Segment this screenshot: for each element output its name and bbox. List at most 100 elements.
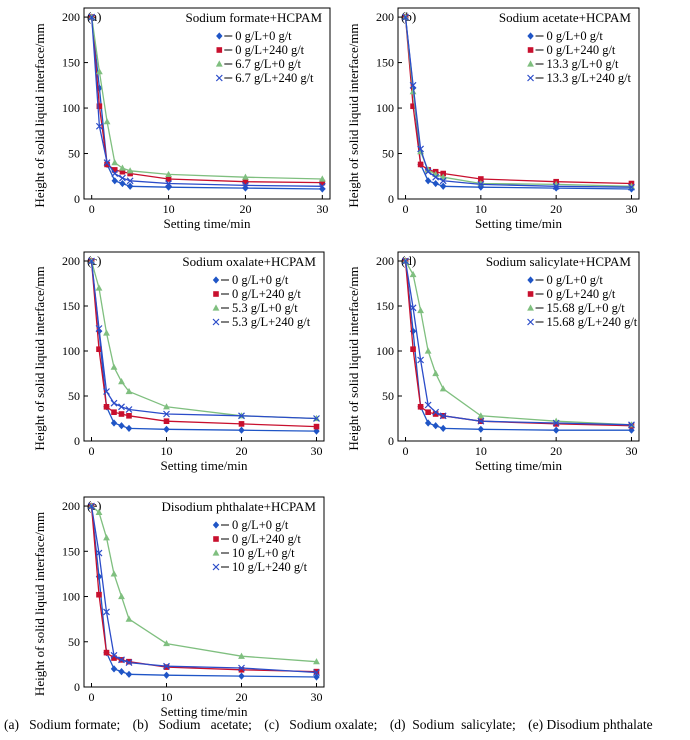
data-point	[410, 103, 416, 110]
data-point	[409, 270, 417, 278]
data-point	[439, 173, 447, 180]
legend-label: 6.7 g/L+240 g/t	[235, 71, 314, 85]
data-point	[432, 369, 440, 377]
y-tick-label: 200	[62, 254, 80, 268]
legend-label: 15.68 g/L+0 g/t	[547, 301, 626, 315]
data-point	[111, 177, 118, 185]
data-point	[125, 424, 133, 432]
data-point	[118, 656, 125, 664]
y-tick-label: 50	[68, 389, 80, 403]
data-point	[103, 159, 111, 167]
data-point	[110, 363, 118, 370]
data-point	[424, 177, 432, 185]
legend-entry: 0 g/L+0 g/t	[216, 29, 292, 43]
legend-label: 0 g/L+0 g/t	[547, 273, 604, 287]
data-point	[242, 184, 249, 192]
y-axis-label: Height of solid liquid interface/mm	[346, 266, 361, 450]
y-axis-label: Height of solid liquid interface/mm	[32, 512, 47, 696]
y-tick-label: 200	[376, 10, 394, 24]
data-point	[417, 161, 424, 168]
data-point	[439, 385, 447, 392]
legend-entry: 15.68 g/L+0 g/t	[527, 301, 625, 315]
legend-entry: 6.7 g/L+240 g/t	[215, 71, 314, 85]
legend-entry: 5.3 g/L+240 g/t	[212, 315, 311, 329]
y-tick-label: 50	[68, 635, 80, 649]
data-point	[552, 426, 560, 434]
legend-marker	[527, 32, 534, 40]
chart-title: Sodium oxalate+HCPAM	[182, 254, 316, 269]
legend-entry: 0 g/L+240 g/t	[527, 43, 616, 57]
x-tick-label: 20	[239, 202, 251, 216]
legend-label: 0 g/L+0 g/t	[232, 273, 289, 287]
legend-marker	[212, 304, 220, 311]
data-point	[118, 378, 125, 385]
data-point	[111, 170, 119, 177]
plot-frame	[83, 7, 331, 200]
legend-entry: 0 g/L+240 g/t	[527, 287, 616, 301]
data-point	[552, 419, 560, 427]
data-point	[432, 422, 439, 430]
data-point	[163, 425, 170, 433]
x-tick-label: 30	[316, 202, 328, 216]
legend-label: 5.3 g/L+0 g/t	[232, 301, 298, 315]
legend-label: 15.68 g/L+240 g/t	[547, 315, 638, 329]
data-point	[313, 658, 320, 665]
data-point	[417, 145, 425, 153]
legend-entry: 0 g/L+0 g/t	[212, 273, 289, 287]
data-point	[318, 175, 326, 182]
chart-title: Sodium salicylate+HCPAM	[486, 254, 632, 269]
data-point	[432, 179, 439, 188]
x-tick-label: 10	[475, 444, 487, 458]
data-point	[125, 406, 133, 413]
x-tick-label: 0	[403, 202, 409, 216]
panel-label: (b)	[401, 9, 416, 24]
x-tick-label: 30	[311, 444, 323, 458]
x-tick-label: 30	[625, 202, 637, 216]
y-axis-label: Height of solid liquid interface/mm	[346, 23, 361, 207]
legend-marker	[527, 47, 534, 53]
data-point	[628, 421, 635, 429]
legend-label: 0 g/L+0 g/t	[235, 29, 292, 43]
data-point	[432, 408, 440, 416]
y-axis-label: Height of solid liquid interface/mm	[32, 266, 47, 450]
x-tick-label: 20	[550, 444, 562, 458]
legend-marker	[212, 276, 220, 284]
legend-entry: 0 g/L+240 g/t	[213, 532, 301, 546]
data-point	[417, 306, 424, 314]
data-point	[119, 168, 126, 175]
x-tick-label: 0	[403, 444, 409, 458]
data-point	[126, 182, 134, 190]
legend-label: 5.3 g/L+240 g/t	[232, 315, 311, 329]
legend-marker	[212, 549, 220, 556]
legend-label: 0 g/L+0 g/t	[547, 29, 604, 43]
chart-title: Sodium acetate+HCPAM	[499, 10, 632, 25]
x-axis-label: Setting time/min	[475, 458, 563, 473]
data-point	[103, 608, 110, 616]
x-tick-label: 10	[163, 202, 175, 216]
legend-label: 13.3 g/L+0 g/t	[547, 57, 620, 71]
chart-title: Sodium formate+HCPAM	[186, 10, 323, 25]
y-tick-label: 100	[62, 590, 80, 604]
y-tick-label: 100	[376, 344, 394, 358]
data-point	[96, 346, 102, 352]
y-tick-label: 0	[74, 192, 80, 206]
legend-label: 0 g/L+240 g/t	[547, 43, 616, 57]
data-point	[103, 649, 110, 656]
data-point	[163, 664, 170, 670]
data-point	[424, 401, 432, 409]
x-tick-label: 10	[475, 202, 487, 216]
y-tick-label: 100	[62, 101, 80, 115]
data-point	[95, 549, 103, 557]
panel-label: (d)	[401, 253, 416, 268]
data-point	[118, 422, 125, 430]
data-point	[477, 417, 485, 425]
caption-b: (b) Sodium acetate;	[132, 717, 252, 732]
x-axis-label: Setting time/min	[163, 216, 251, 231]
x-tick-label: 30	[311, 690, 323, 704]
x-tick-label: 10	[161, 690, 173, 704]
x-tick-label: 0	[89, 444, 95, 458]
y-tick-label: 0	[74, 680, 80, 694]
data-point	[126, 177, 134, 185]
data-point	[88, 257, 95, 265]
data-point	[163, 410, 170, 418]
